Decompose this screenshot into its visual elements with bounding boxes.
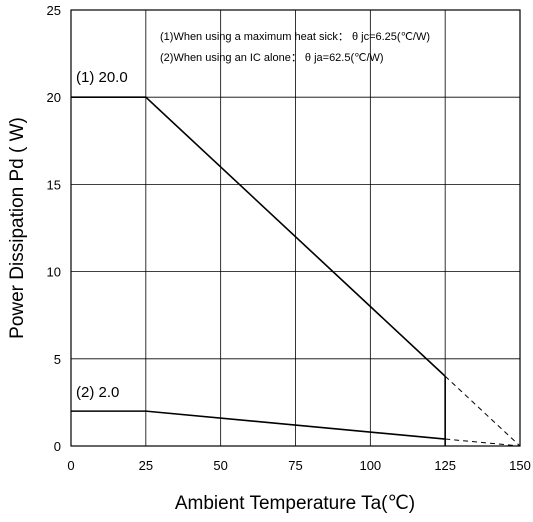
series-line-1: [71, 96, 446, 377]
x-tick-labels: 0 25 50 75 100 125 150: [67, 458, 530, 473]
x-tick-label: 50: [213, 458, 227, 473]
series-label-ic-alone: (2) 2.0: [76, 384, 119, 401]
series-label-heat-sink: (1) 20.0: [76, 69, 128, 86]
series-lines: [71, 96, 521, 447]
x-tick-label: 75: [288, 458, 302, 473]
series-extension-2: [445, 438, 521, 447]
annotation-heat-sink: (1)When using a maximum heat sick： θ jc=…: [160, 31, 430, 43]
y-tick-labels: 0 5 10 15 20 25: [47, 3, 61, 454]
annotation-ic-alone: (2)When using an IC alone： θ ja=62.5(℃/W…: [160, 52, 384, 64]
y-tick-label: 10: [47, 265, 61, 280]
y-tick-label: 5: [54, 352, 61, 367]
x-tick-label: 125: [434, 458, 456, 473]
series-extension-1: [444, 375, 521, 447]
y-axis-title: Power Dissipation Pd ( W): [7, 117, 28, 339]
y-tick-label: 25: [47, 3, 61, 18]
x-axis-title: Ambient Temperature Ta(℃): [175, 493, 415, 514]
y-tick-label: 20: [47, 90, 61, 105]
x-tick-label: 100: [359, 458, 381, 473]
x-tick-label: 150: [509, 458, 531, 473]
y-tick-label: 0: [54, 439, 61, 454]
plot-frame: [70, 9, 521, 447]
x-tick-label: 25: [139, 458, 153, 473]
series-line-2: [71, 410, 446, 440]
y-tick-label: 15: [47, 177, 61, 192]
x-tick-label: 0: [67, 458, 74, 473]
